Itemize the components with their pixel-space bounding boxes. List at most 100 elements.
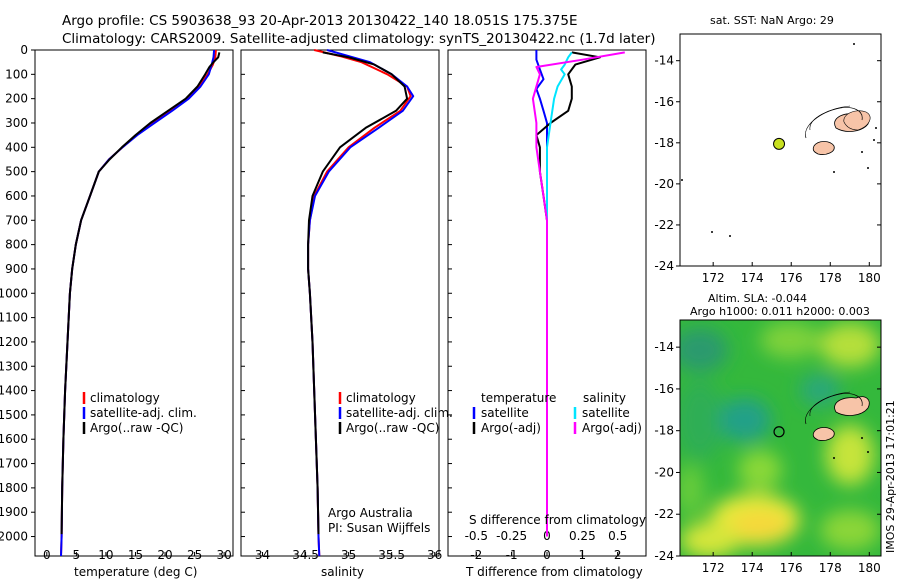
series-line-2 — [60, 52, 221, 535]
lon-tick-label: 172 — [702, 271, 725, 285]
lon-tick-label: 172 — [702, 561, 725, 575]
depth-tick-label: 1800 — [0, 481, 28, 495]
series-line-0 — [535, 50, 548, 537]
x-tick-label: 0.5 — [608, 529, 627, 543]
lon-tick-label: 176 — [780, 271, 803, 285]
temperature-xlabel: temperature (deg C) — [74, 565, 197, 579]
temperature-legend: climatology satellite-adj. clim. Argo(..… — [82, 391, 197, 435]
title-line-1: Argo profile: CS 5903638_93 20-Apr-2013 … — [62, 13, 578, 29]
imos-stamp: IMOS 29-Apr-2013 17:01:21 — [884, 400, 897, 553]
lat-tick-label: -14 — [654, 340, 674, 354]
argo-position-marker — [773, 137, 786, 150]
depth-tick-label: 300 — [5, 116, 28, 130]
difference-lines — [531, 50, 625, 537]
top-map-title: sat. SST: NaN Argo: 29 — [710, 14, 834, 27]
island-viti-levu-south — [812, 427, 835, 441]
temperature-panel-frame — [34, 49, 234, 557]
series-line-0 — [307, 49, 412, 557]
x-tick-label: 5 — [73, 548, 81, 562]
series-line-3 — [531, 51, 625, 537]
annotation-pi: PI: Susan Wijffels — [328, 521, 430, 535]
lon-tick-label: 174 — [741, 561, 764, 575]
series-line-2 — [546, 51, 573, 537]
legend-label-satellite: satellite-adj. clim. — [90, 406, 197, 420]
top-map-axes: -14 -16 -18 -20 -22 -24 172 174 176 178 180 — [654, 54, 881, 285]
depth-tick-label: 2000 — [0, 530, 28, 544]
reef-contour-2 — [809, 105, 851, 131]
lon-tick-label: 176 — [780, 561, 803, 575]
lat-tick-label: -24 — [654, 549, 674, 563]
depth-tick-label: 600 — [5, 189, 28, 203]
series-line-1 — [535, 51, 601, 537]
x-tick-label: -0.25 — [496, 529, 527, 543]
series-line-0 — [60, 49, 217, 557]
x-tick-label: 35 — [341, 548, 356, 562]
island-viti-levu-south — [812, 141, 835, 155]
temperature-lines — [60, 49, 221, 557]
top-map-coastline — [681, 43, 877, 237]
lat-tick-label: -16 — [654, 95, 674, 109]
temperature-x-axis: 0 5 10 15 20 25 30 — [43, 548, 232, 562]
salinity-lines — [307, 49, 415, 557]
depth-tick-label: 500 — [5, 165, 28, 179]
x-tick-label: 25 — [187, 548, 202, 562]
legend-label-s-argo: Argo(-adj) — [582, 421, 642, 435]
lat-tick-label: -24 — [654, 259, 674, 273]
x-tick-label: 30 — [216, 548, 231, 562]
annotation-argo-australia: Argo Australia — [328, 506, 413, 520]
legend-label-argo: Argo(..raw -QC) — [90, 421, 183, 435]
legend-label-t-argo: Argo(-adj) — [481, 421, 541, 435]
x-tick-label: 10 — [98, 548, 113, 562]
lat-tick-label: -18 — [654, 136, 674, 150]
depth-tick-label: 800 — [5, 238, 28, 252]
bottom-map-frame — [679, 319, 882, 557]
lat-tick-label: -14 — [654, 54, 674, 68]
argo-position-marker-sla — [773, 426, 785, 438]
title-line-2: Climatology: CARS2009. Satellite-adjuste… — [62, 31, 655, 47]
s-difference-xlabel: S difference from climatology — [469, 513, 646, 527]
depth-tick-label: 1200 — [0, 335, 28, 349]
lat-tick-label: -20 — [654, 177, 674, 191]
bottom-map-axes: -14 -16 -18 -20 -22 -24 172 174 176 178 180 — [654, 340, 881, 575]
x-tick-label: 34.5 — [292, 548, 319, 562]
depth-tick-label: 1300 — [0, 359, 28, 373]
series-line-1 — [60, 49, 216, 557]
depth-tick-label: 1600 — [0, 432, 28, 446]
depth-tick-label: 1900 — [0, 505, 28, 519]
lat-tick-label: -20 — [654, 465, 674, 479]
top-map-frame — [679, 33, 882, 267]
x-tick-label: -0.5 — [465, 529, 488, 543]
reef-contour — [805, 107, 863, 139]
depth-tick-label: 1700 — [0, 457, 28, 471]
bottom-map-title-2: Argo h1000: 0.011 h2000: 0.003 — [690, 305, 870, 318]
depth-tick-label: 200 — [5, 92, 28, 106]
lat-tick-label: -22 — [654, 218, 674, 232]
depth-tick-label: 900 — [5, 262, 28, 276]
island-viti-levu — [834, 396, 870, 416]
reef-contour — [805, 393, 863, 425]
salinity-panel-frame — [240, 49, 440, 557]
x-tick-label: 15 — [128, 548, 143, 562]
legend-label-salinity: salinity — [583, 391, 626, 405]
island-vanua-levu — [843, 110, 871, 131]
x-tick-label: 0.25 — [569, 529, 596, 543]
lat-tick-label: -18 — [654, 424, 674, 438]
depth-tick-label: 1500 — [0, 408, 28, 422]
depth-tick-label: 400 — [5, 140, 28, 154]
lon-tick-label: 174 — [741, 271, 764, 285]
lon-tick-label: 178 — [819, 561, 842, 575]
lon-tick-label: 180 — [858, 561, 881, 575]
salinity-xlabel: salinity — [321, 565, 364, 579]
depth-tick-label: 700 — [5, 213, 28, 227]
depth-tick-label: 0 — [20, 43, 28, 57]
x-tick-label: 35.5 — [378, 548, 405, 562]
legend-label-satellite: satellite-adj. clim. — [346, 406, 453, 420]
salinity-x-axis: 34 34.5 35 35.5 36 — [255, 548, 442, 562]
bottom-map-title-1: Altim. SLA: -0.044 — [708, 292, 807, 305]
depth-tick-label: 1100 — [0, 311, 28, 325]
x-tick-label: 34 — [255, 548, 270, 562]
legend-label-t-satellite: satellite — [481, 406, 529, 420]
legend-label-climatology: climatology — [346, 391, 416, 405]
